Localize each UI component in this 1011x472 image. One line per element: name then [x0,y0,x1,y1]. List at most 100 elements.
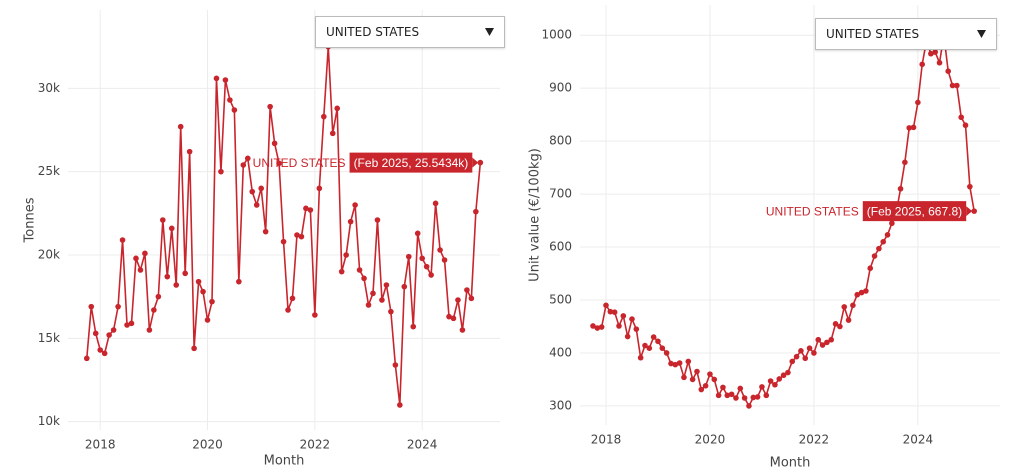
point [244,155,251,162]
point [379,297,385,303]
point [897,185,904,192]
point [110,327,117,333]
point [884,232,891,238]
point [303,205,309,212]
point [468,295,475,302]
country-dropdown[interactable]: UNITED STATES [815,18,997,50]
point [262,228,269,235]
point [477,159,484,166]
point [101,350,108,357]
point [459,327,466,333]
point [759,384,765,390]
point [902,159,908,166]
dropdown-value: UNITED STATES [826,27,920,41]
point [720,384,726,391]
point [685,358,692,365]
hover-name: UNITED STATES [766,204,859,218]
point [789,358,796,365]
point [767,378,774,384]
point [137,267,144,273]
point [401,283,408,290]
y-tick-label: 300 [549,398,572,412]
point [945,68,951,75]
point [780,372,787,379]
point [258,185,264,192]
y-tick-label: 700 [549,187,572,201]
point [88,303,95,310]
x-axis-title: Month [264,454,305,469]
point [737,385,744,392]
point [280,238,287,245]
point [307,207,314,213]
point [646,345,653,352]
point [590,323,596,329]
point [889,220,895,227]
point [867,265,874,272]
dropdown-arrow [977,30,986,38]
point [854,291,861,298]
point [850,302,856,309]
y-tick-label: 30k [38,81,60,95]
point [603,302,609,309]
point [958,114,964,121]
y-axis-title: Tonnes [23,197,38,243]
point [83,355,90,362]
point [253,202,260,208]
point [954,82,960,89]
point [437,247,443,253]
point [871,253,878,259]
y-tick-label: 400 [549,345,572,359]
hover-pointer [966,206,973,217]
chart: 300 400 500 600 700 800 900 1000 2018 2020 2022 202… [528,5,1000,471]
point [598,324,605,330]
country-dropdown[interactable]: UNITED STATES [315,16,505,48]
hover-box [862,201,967,222]
y-tick-label: 25k [38,164,60,178]
point [361,275,367,282]
point [910,124,917,131]
point [213,75,220,82]
point [681,374,687,381]
point [750,394,757,401]
hover-pointer [472,157,479,168]
point [298,233,305,240]
point [168,225,175,232]
point [733,395,739,401]
point [119,237,126,243]
point [828,336,835,343]
point [962,122,969,129]
point [191,345,197,352]
point [227,97,233,103]
point [428,272,434,278]
point [204,317,211,323]
point [177,123,184,130]
point [711,376,718,383]
point [321,113,327,120]
point [115,303,121,310]
x-tick-label: 2022 [799,433,830,447]
y-tick-label: 500 [549,293,572,307]
point [343,252,349,258]
y-tick-label: 800 [549,134,572,148]
point [146,327,153,333]
point [741,395,748,401]
point [405,253,412,260]
y-axis-title: Unit value (€/100kg) [528,148,543,282]
point [793,353,800,360]
point [832,321,839,327]
point [222,77,229,83]
hover-tooltip: (Feb 2025, 667.8) UNITED STATES [766,201,973,222]
point [294,232,300,238]
point [240,162,247,168]
point [267,103,273,110]
point [932,49,938,55]
point [659,345,666,352]
point [289,295,296,302]
point [715,392,722,399]
point [441,257,448,263]
dropdown-arrow [485,28,494,36]
point [329,130,336,137]
series-line [85,46,482,406]
point [724,392,731,399]
